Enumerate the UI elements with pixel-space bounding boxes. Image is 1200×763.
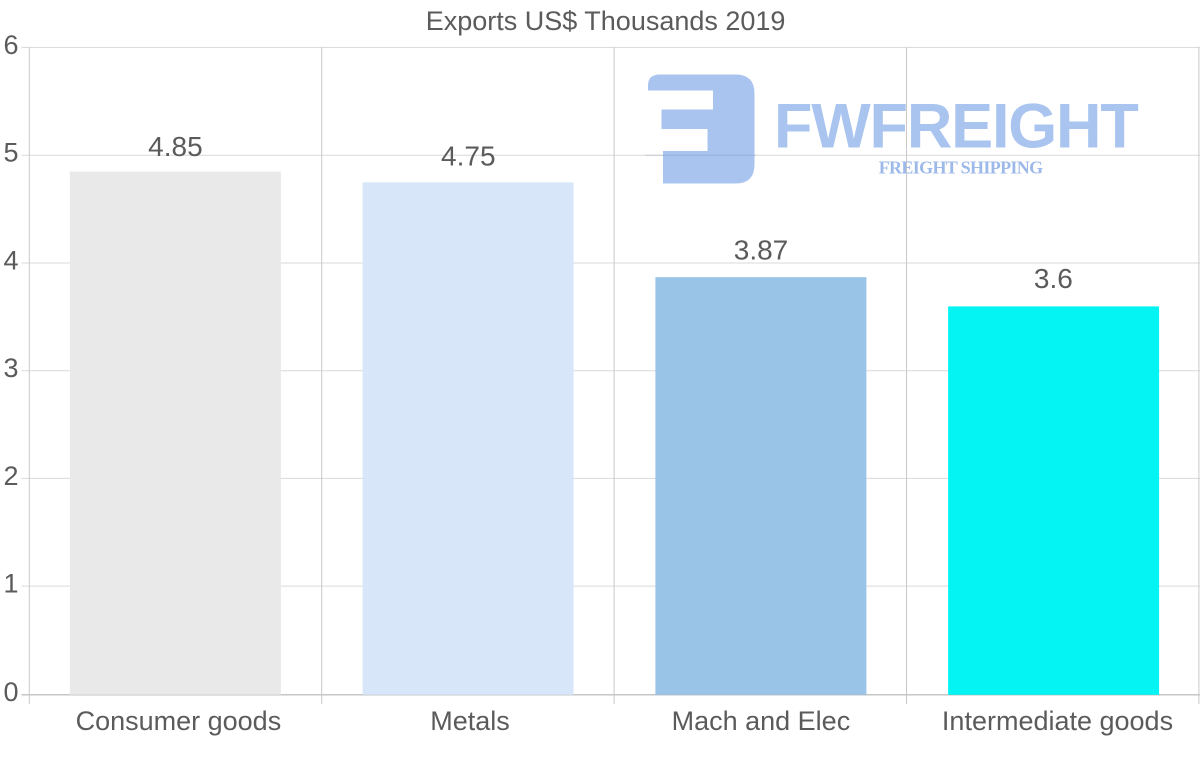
svg-text:3.6: 3.6 (1034, 263, 1073, 294)
svg-text:1: 1 (3, 569, 18, 599)
svg-text:Exports US$ Thousands 2019: Exports US$ Thousands 2019 (426, 6, 786, 36)
svg-text:6: 6 (3, 30, 18, 60)
svg-text:Metals: Metals (430, 706, 510, 736)
svg-text:0: 0 (3, 677, 18, 707)
svg-text:Consumer goods: Consumer goods (76, 706, 282, 736)
svg-text:FREIGHT SHIPPING: FREIGHT SHIPPING (879, 158, 1043, 178)
svg-text:4.85: 4.85 (148, 131, 203, 162)
svg-text:3: 3 (3, 353, 18, 383)
svg-text:Intermediate goods: Intermediate goods (942, 706, 1173, 736)
svg-text:FWFREIGHT: FWFREIGHT (774, 92, 1138, 162)
svg-text:3.87: 3.87 (734, 235, 789, 266)
svg-text:Mach and Elec: Mach and Elec (672, 706, 851, 736)
svg-text:4: 4 (3, 245, 18, 275)
svg-text:5: 5 (3, 138, 18, 168)
svg-text:2: 2 (3, 461, 18, 491)
svg-text:4.75: 4.75 (441, 141, 496, 172)
